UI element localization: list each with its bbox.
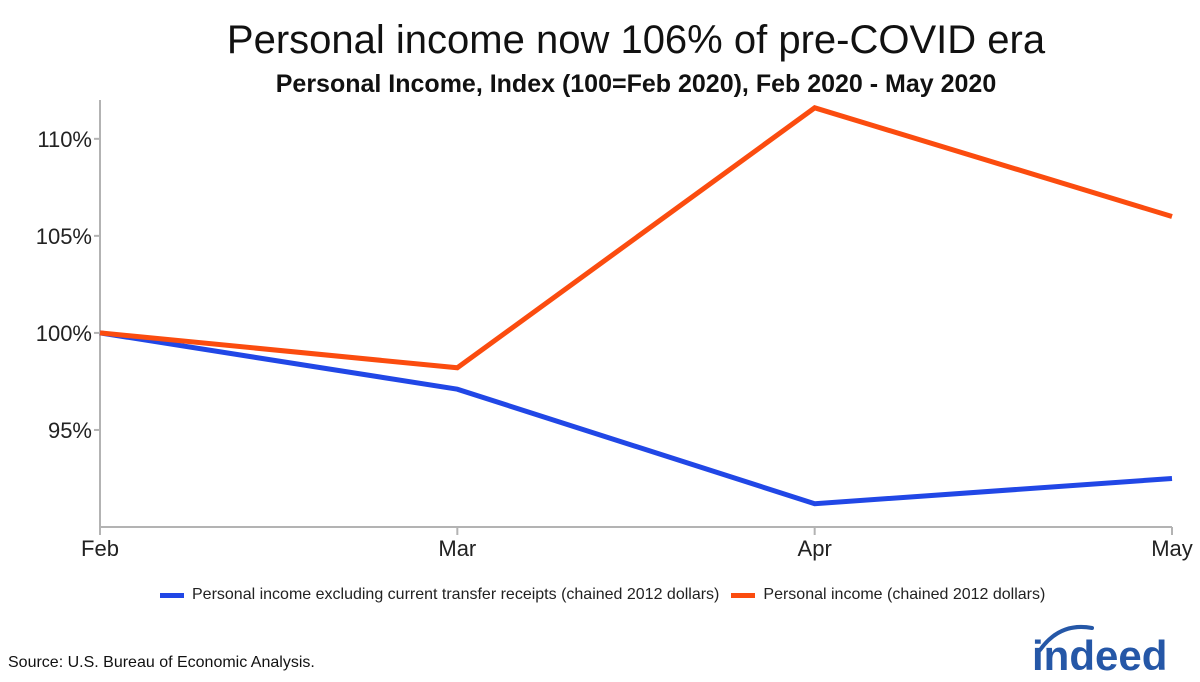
source-note: Source: U.S. Bureau of Economic Analysis… <box>8 654 315 671</box>
legend-item-personal-income: Personal income (chained 2012 dollars) <box>731 586 1045 604</box>
series-line-1 <box>99 105 1173 371</box>
x-tick-label-mar: Mar <box>438 536 476 561</box>
indeed-logo-text: indeed <box>1032 632 1167 679</box>
legend-label-excl-transfers: Personal income excluding current transf… <box>192 586 720 603</box>
legend-swatch-excl-transfers <box>160 592 184 598</box>
x-tick-label-may: May <box>1151 536 1193 561</box>
y-tick-label-95: 95% <box>48 418 92 443</box>
y-tick-label-110: 110% <box>37 127 92 152</box>
x-tick-label-apr: Apr <box>798 536 832 561</box>
x-tick-label-feb: Feb <box>81 536 119 561</box>
indeed-logo: indeed <box>1032 625 1167 679</box>
y-tick-label-100: 100% <box>36 321 92 346</box>
chart-subtitle: Personal Income, Index (100=Feb 2020), F… <box>275 70 997 98</box>
y-tick-label-105: 105% <box>36 224 92 249</box>
series-line-0 <box>99 330 1173 507</box>
legend: Personal income excluding current transf… <box>160 586 1057 604</box>
legend-swatch-personal-income <box>731 592 756 598</box>
indeed-logo-arc <box>1038 625 1094 652</box>
legend-item-excl-transfers: Personal income excluding current transf… <box>160 586 719 604</box>
chart-title: Personal income now 106% of pre-COVID er… <box>226 18 1046 62</box>
legend-label-personal-income: Personal income (chained 2012 dollars) <box>763 586 1046 603</box>
